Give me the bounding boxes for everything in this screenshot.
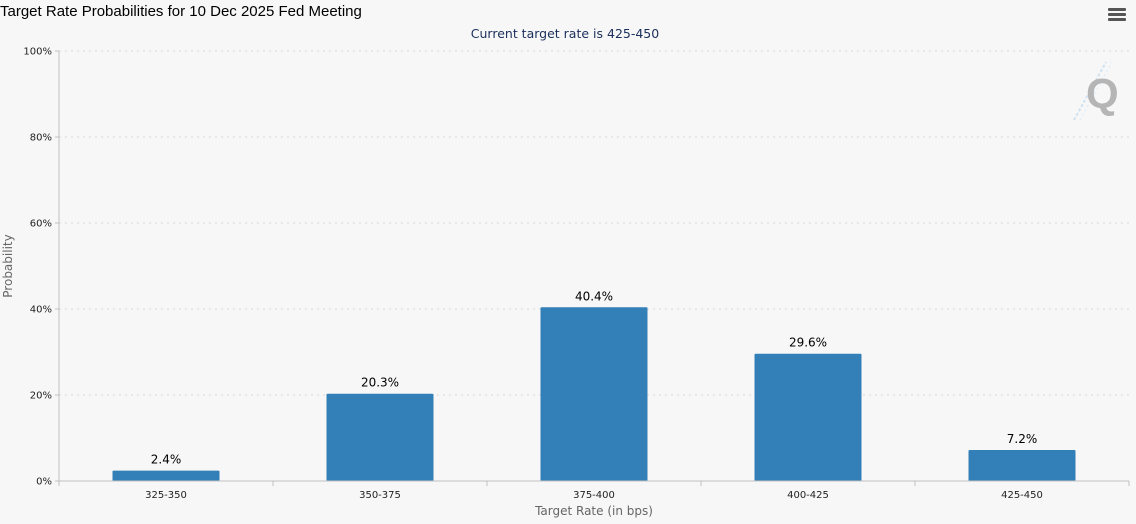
y-axis-title: Probability	[1, 234, 15, 297]
bar-data-label: 29.6%	[789, 336, 827, 350]
bar[interactable]	[112, 470, 220, 481]
hamburger-menu-icon[interactable]	[1107, 6, 1127, 24]
x-axis-title: Target Rate (in bps)	[534, 504, 653, 518]
bar[interactable]	[968, 450, 1076, 481]
bar-data-label: 20.3%	[361, 376, 399, 390]
bar[interactable]	[754, 353, 862, 481]
bar-data-label: 2.4%	[151, 453, 182, 467]
x-tick-label: 400-425	[787, 490, 829, 501]
x-tick-label: 325-350	[145, 490, 187, 501]
bar[interactable]	[326, 393, 434, 481]
bar-data-label: 40.4%	[575, 289, 613, 303]
x-tick-label: 425-450	[1001, 490, 1043, 501]
chart-subtitle: Current target rate is 425-450	[470, 26, 660, 41]
y-tick-label: 0%	[36, 477, 52, 488]
quikstrike-q-logo-icon: Q	[1073, 61, 1119, 121]
svg-text:Q: Q	[1086, 70, 1119, 117]
y-tick-label: 40%	[30, 305, 52, 316]
y-axis-tick-labels: 0% 20% 40% 60% 80% 100%	[23, 47, 59, 488]
bar-data-labels: 2.4% 20.3% 40.4% 29.6% 7.2%	[151, 289, 1038, 466]
y-tick-label: 60%	[30, 219, 52, 230]
y-tick-label: 80%	[30, 133, 52, 144]
bar[interactable]	[540, 307, 648, 481]
x-tick-label: 350-375	[359, 490, 401, 501]
chart-title: Target Rate Probabilities for 10 Dec 202…	[0, 3, 362, 20]
bar-data-label: 7.2%	[1007, 432, 1038, 446]
bars	[112, 307, 1076, 481]
x-axis-tick-labels: 325-350 350-375 375-400 400-425 425-450	[58, 481, 1130, 501]
x-tick-label: 375-400	[573, 490, 615, 501]
y-tick-label: 100%	[23, 47, 52, 58]
y-tick-label: 20%	[30, 391, 52, 402]
